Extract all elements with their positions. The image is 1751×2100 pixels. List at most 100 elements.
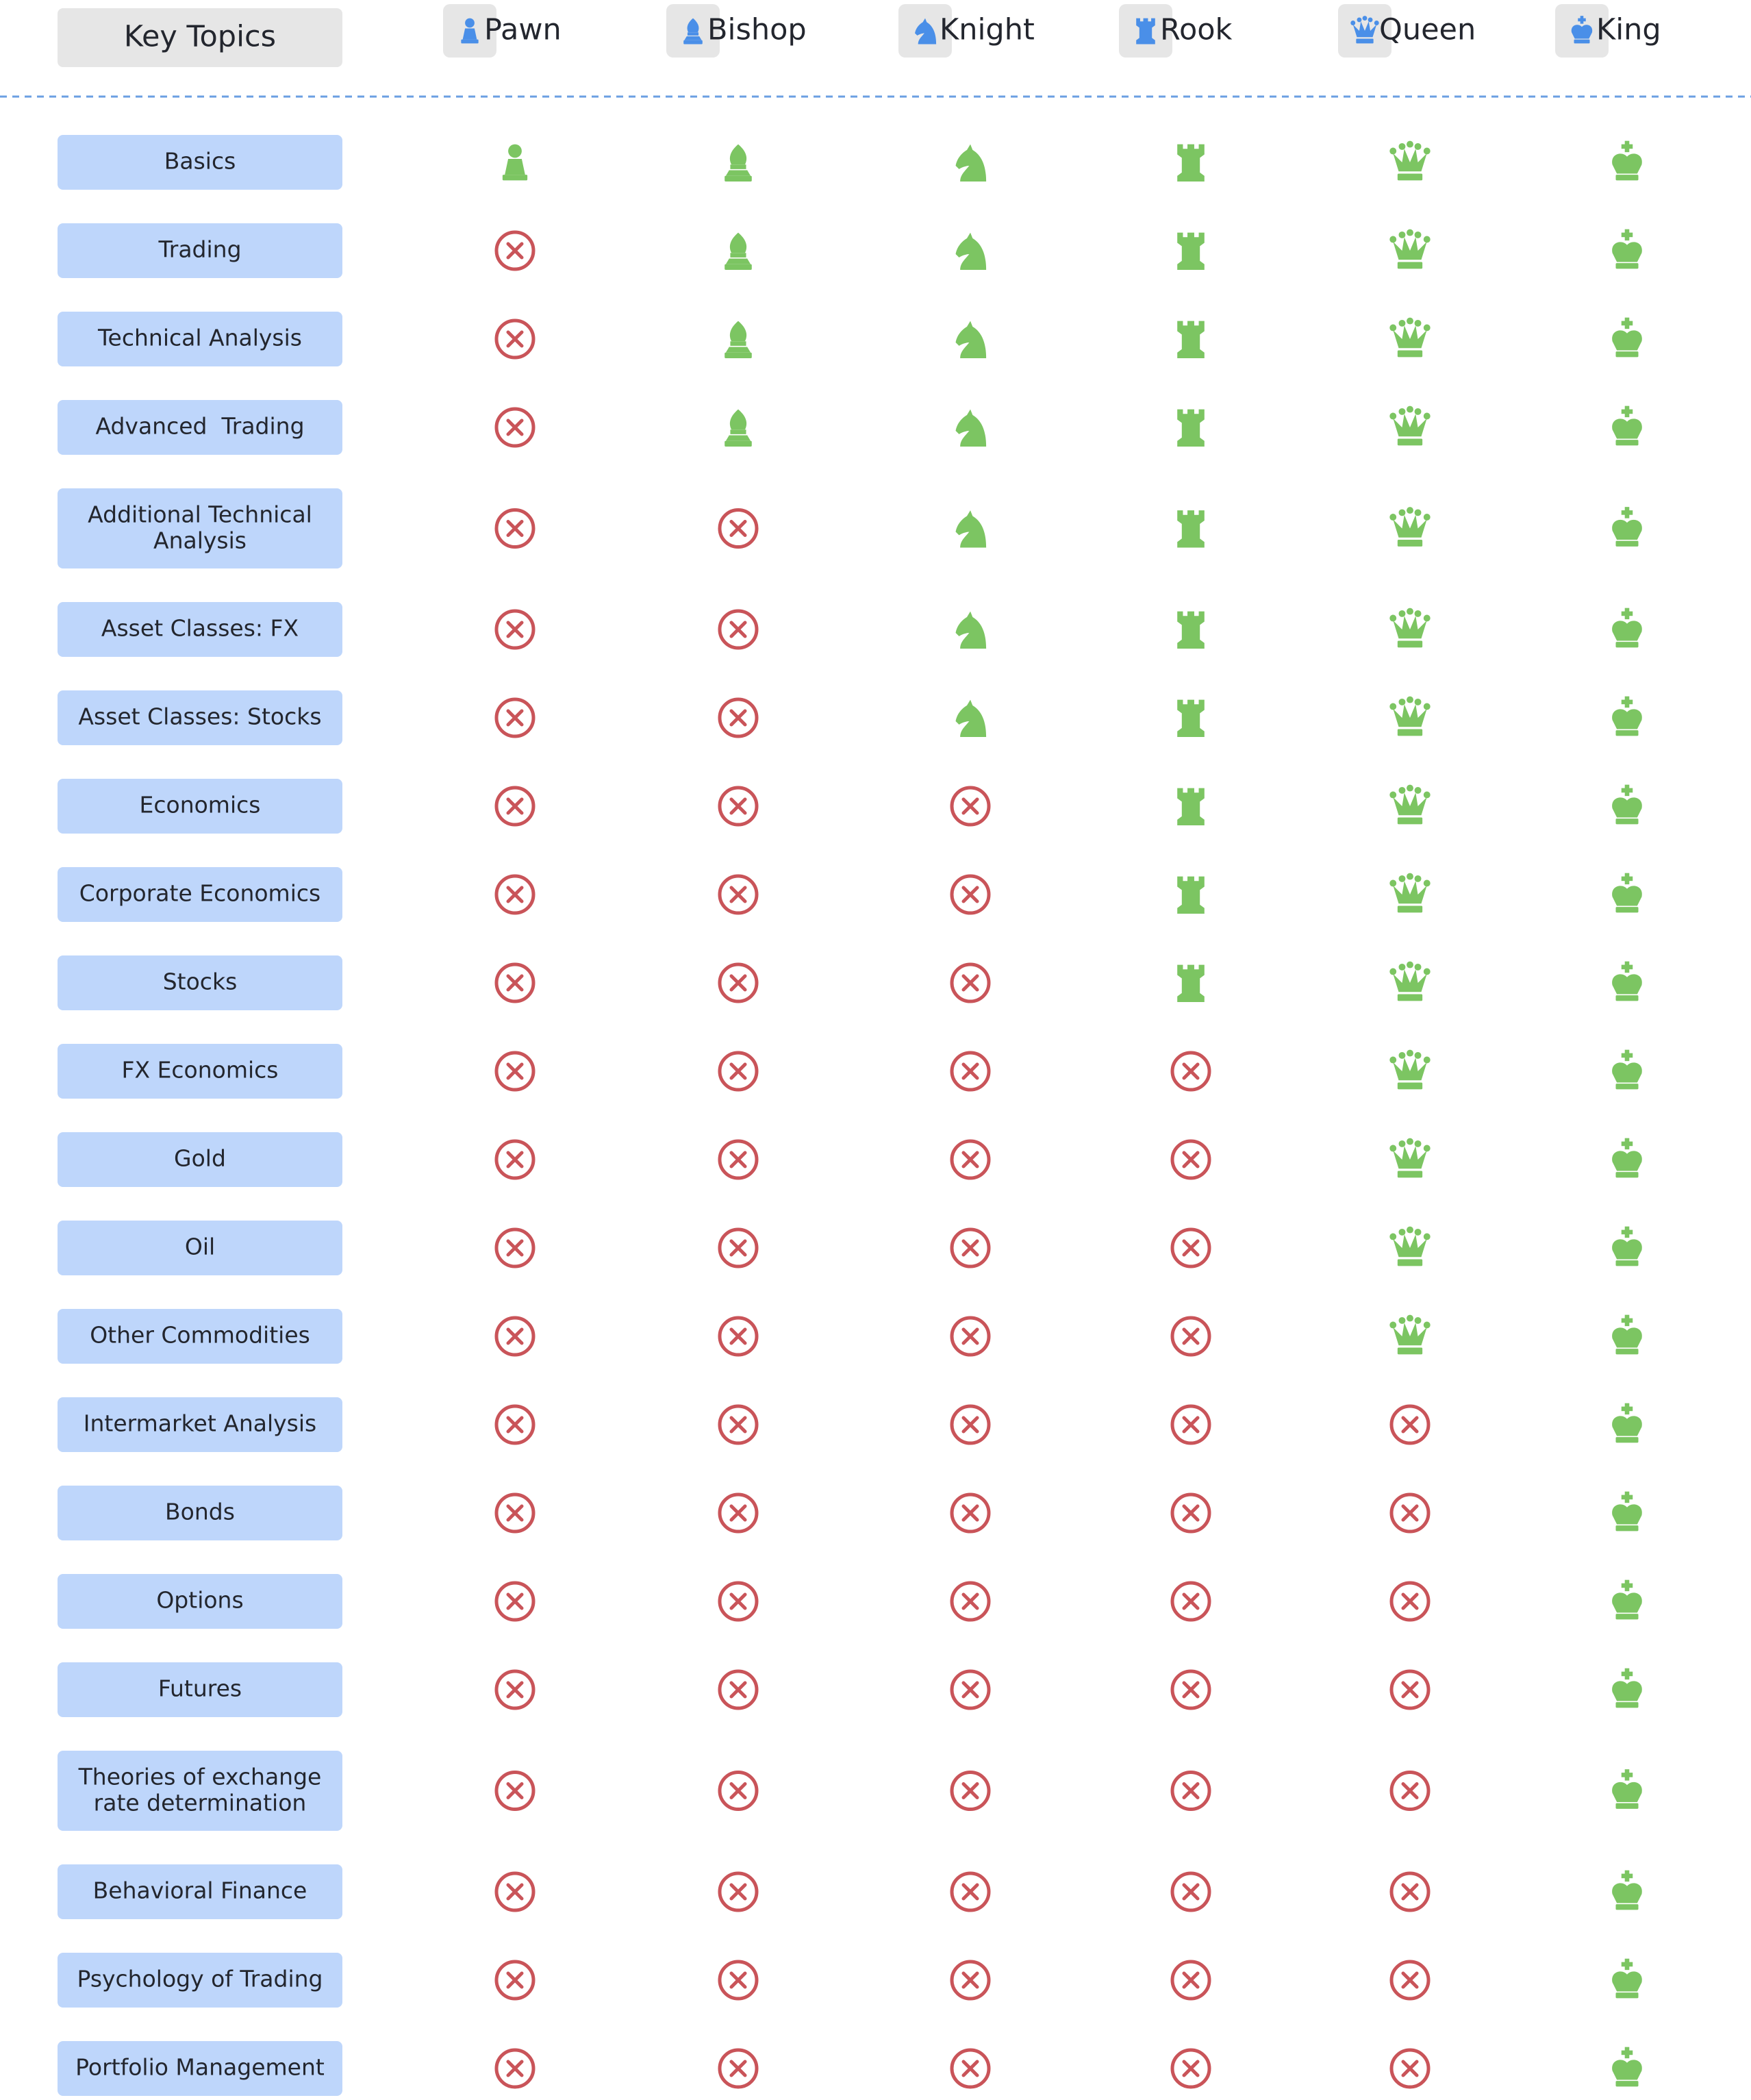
topic-label: Psychology of Trading [77, 1966, 323, 1992]
topic-box [58, 690, 342, 745]
topic-label: Asset Classes: Stocks [78, 703, 321, 730]
excluded-circle [494, 318, 536, 360]
excluded-circle [494, 1492, 536, 1534]
excluded-circle [1170, 1492, 1211, 1534]
excluded-icon [718, 962, 759, 1003]
excluded-x [506, 709, 524, 727]
topic-box [58, 488, 342, 568]
excluded-circle [494, 2048, 536, 2089]
excluded-circle [718, 1316, 759, 1357]
excluded-circle [718, 874, 759, 915]
excluded-icon [718, 1316, 759, 1357]
excluded-x [961, 1782, 979, 1799]
excluded-icon [950, 1316, 991, 1357]
excluded-icon [950, 786, 991, 827]
included-icon [1177, 510, 1205, 548]
included-icon [1612, 1579, 1642, 1620]
excluded-x [729, 1151, 747, 1168]
excluded-icon [950, 2048, 991, 2089]
excluded-circle [950, 1051, 991, 1092]
excluded-icon [1389, 1669, 1431, 1710]
topic-label: Options [156, 1587, 243, 1614]
excluded-icon [1170, 1051, 1211, 1092]
excluded-circle [494, 508, 536, 549]
excluded-circle [1170, 1960, 1211, 2001]
included-icon [1389, 1049, 1431, 1090]
excluded-x [961, 1327, 979, 1345]
included-icon [1612, 784, 1642, 825]
excluded-x [506, 1681, 524, 1699]
topic-label: Gold [174, 1145, 226, 1172]
excluded-x [1401, 1883, 1419, 1901]
excluded-circle [1170, 1871, 1211, 1912]
excluded-icon [1170, 1669, 1211, 1710]
excluded-icon [494, 1404, 536, 1445]
excluded-icon [494, 609, 536, 650]
included-icon [1389, 608, 1431, 648]
excluded-icon [1170, 1404, 1211, 1445]
topic-box [58, 955, 342, 1010]
included-icon [1177, 232, 1205, 271]
excluded-icon [1389, 1581, 1431, 1622]
excluded-circle [950, 962, 991, 1003]
excluded-circle [1170, 1051, 1211, 1092]
topic-box [58, 1662, 342, 1717]
excluded-icon [950, 1960, 991, 2001]
excluded-x [506, 330, 524, 348]
excluded-circle [1389, 1871, 1431, 1912]
excluded-x [1182, 1592, 1200, 1610]
excluded-circle [494, 609, 536, 650]
excluded-circle [494, 1139, 536, 1180]
included-icon [1612, 1138, 1642, 1178]
excluded-x [729, 974, 747, 992]
included-icon [1612, 1403, 1642, 1443]
excluded-icon [494, 962, 536, 1003]
excluded-x [961, 797, 979, 815]
excluded-x [729, 1416, 747, 1434]
included-icon [1389, 873, 1431, 913]
excluded-circle [1389, 2048, 1431, 2089]
topic-label: Futures [158, 1675, 242, 1702]
excluded-circle [1389, 1771, 1431, 1811]
excluded-x [729, 797, 747, 815]
excluded-icon [494, 407, 536, 448]
excluded-circle [718, 508, 759, 549]
excluded-x [729, 520, 747, 537]
excluded-icon [950, 1581, 991, 1622]
excluded-circle [494, 1669, 536, 1710]
excluded-x [729, 1592, 747, 1610]
excluded-circle [950, 1669, 991, 1710]
excluded-circle [494, 230, 536, 271]
excluded-circle [950, 1227, 991, 1268]
excluded-x [506, 1327, 524, 1345]
excluded-icon [494, 1316, 536, 1357]
excluded-x [729, 1062, 747, 1080]
excluded-icon [718, 1669, 759, 1710]
included-icon [1389, 696, 1431, 736]
topic-label: Behavioral Finance [93, 1877, 307, 1904]
excluded-circle [494, 962, 536, 1003]
column-header: Knight [940, 13, 1035, 47]
excluded-x [506, 520, 524, 537]
excluded-circle [494, 1581, 536, 1622]
included-icon [1389, 784, 1431, 825]
included-icon [1177, 876, 1205, 914]
excluded-icon [1170, 1581, 1211, 1622]
excluded-x [1182, 1416, 1200, 1434]
excluded-icon [494, 1051, 536, 1092]
excluded-x [961, 1062, 979, 1080]
included-icon [955, 321, 987, 359]
included-icon [1612, 229, 1642, 269]
excluded-x [1182, 1504, 1200, 1522]
excluded-x [506, 242, 524, 260]
included-icon [1612, 1958, 1642, 1999]
excluded-icon [950, 1871, 991, 1912]
excluded-icon [1170, 1227, 1211, 1268]
excluded-icon [950, 962, 991, 1003]
excluded-circle [494, 786, 536, 827]
excluded-icon [718, 1960, 759, 2001]
excluded-circle [950, 1139, 991, 1180]
excluded-circle [1170, 1139, 1211, 1180]
topic-box [58, 135, 342, 190]
